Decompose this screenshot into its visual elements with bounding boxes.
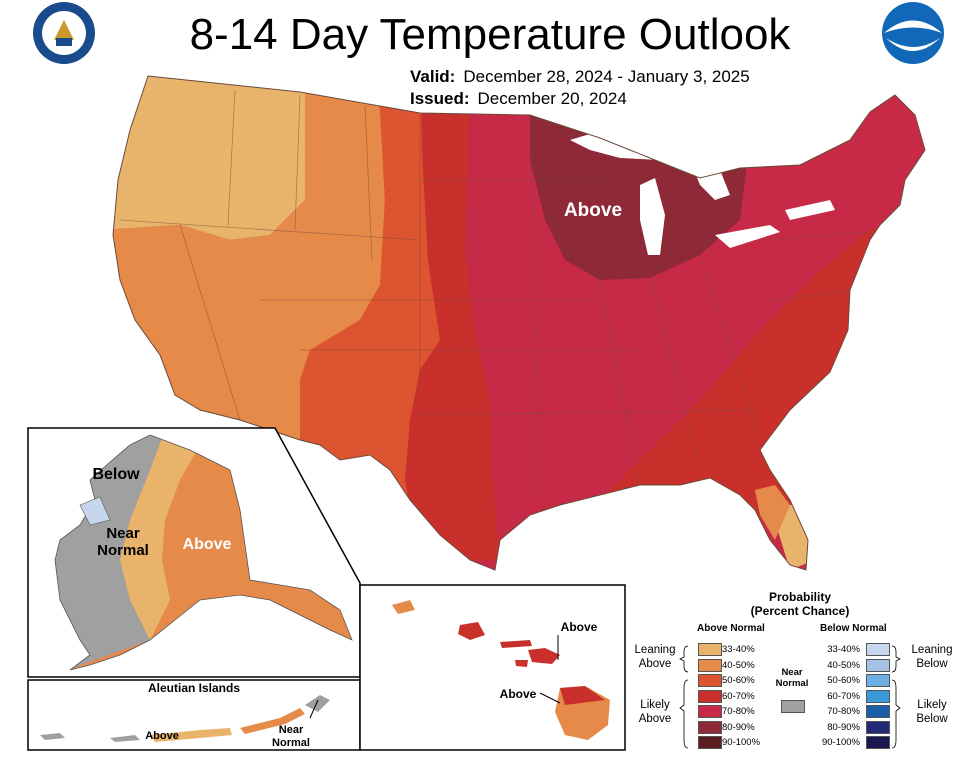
legend-above-swatch <box>698 674 722 687</box>
aleutian-islands <box>40 695 330 742</box>
legend-brackets <box>679 645 901 749</box>
noaa-logo-icon <box>882 2 944 64</box>
near-normal-label: Near Normal <box>772 667 812 689</box>
legend-below-row: 40-50% <box>818 658 890 672</box>
aleutian-title: Aleutian Islands <box>148 681 240 695</box>
legend-below-row: 50-60% <box>818 674 890 687</box>
legend-above-swatch <box>698 689 722 703</box>
conus-above-label: Above <box>564 200 622 221</box>
legend-above-row: 80-90% <box>692 720 764 734</box>
legend-above-swatch <box>698 720 722 734</box>
alaska-near-label-1: Near <box>106 525 140 542</box>
issued-line: Issued: December 20, 2024 <box>410 89 627 109</box>
page-title: 8-14 Day Temperature Outlook <box>189 10 791 59</box>
legend-above-row: 40-50% <box>692 658 764 672</box>
leaning-above-1: Leaning <box>634 644 676 656</box>
legend-above-range: 33-40% <box>722 644 755 655</box>
alaska-above-label: Above <box>183 536 232 553</box>
likely-above-label: Likely Above <box>630 698 680 726</box>
leaning-below-label: Leaning Below <box>904 643 960 671</box>
legend-above-swatch <box>698 705 722 718</box>
great-lakes <box>570 128 835 255</box>
legend-below-range: 70-80% <box>827 706 860 717</box>
legend-below-row: 60-70% <box>818 689 890 703</box>
aleutian-near-label-2: Normal <box>272 737 310 749</box>
legend-below-header: Below Normal <box>820 623 887 634</box>
hawaii-above-label-1: Above <box>561 620 598 634</box>
legend-below-swatch <box>866 643 890 656</box>
legend-above-row: 90-100% <box>692 736 764 749</box>
legend-below-row: 33-40% <box>818 643 890 656</box>
legend-below-swatch <box>866 658 890 672</box>
legend-above-swatch <box>698 736 722 749</box>
legend-below-row: 80-90% <box>818 720 890 734</box>
legend-above-range: 80-90% <box>722 721 755 733</box>
valid-line: Valid: December 28, 2024 - January 3, 202… <box>410 67 750 87</box>
legend-above-range: 50-60% <box>722 675 755 686</box>
legend-above-swatch <box>698 658 722 672</box>
near-normal-1: Near <box>781 667 803 678</box>
legend-below-range: 40-50% <box>827 659 860 671</box>
legend-above-row: 60-70% <box>692 689 764 703</box>
legend-below-row: 70-80% <box>818 705 890 718</box>
legend-title-2: (Percent Chance) <box>750 604 850 618</box>
legend-below-range: 90-100% <box>821 737 860 748</box>
legend-above-row: 50-60% <box>692 674 764 687</box>
likely-above-2: Above <box>638 713 672 725</box>
leaning-below-1: Leaning <box>911 644 953 656</box>
likely-above-1: Likely <box>640 699 670 711</box>
leaning-above-label: Leaning Above <box>630 643 680 671</box>
near-normal-swatch <box>781 700 805 713</box>
legend-below-swatch <box>866 705 890 718</box>
legend-above-header: Above Normal <box>697 623 765 634</box>
legend-below-range: 50-60% <box>827 675 860 686</box>
legend-below-swatch <box>866 736 890 749</box>
legend-above-row: 33-40% <box>692 643 764 656</box>
legend-above-range: 90-100% <box>722 737 761 748</box>
hawaii-islands <box>392 600 610 740</box>
issued-label: Issued: <box>410 89 470 108</box>
legend-below-swatch <box>866 720 890 734</box>
likely-below-label: Likely Below <box>904 698 960 726</box>
legend-above-range: 60-70% <box>722 690 755 702</box>
legend-above-swatch <box>698 643 722 656</box>
legend-above-range: 40-50% <box>722 659 755 671</box>
legend-below-range: 80-90% <box>827 721 860 733</box>
legend-below-row: 90-100% <box>818 736 890 749</box>
alaska-below-label: Below <box>92 466 140 483</box>
likely-below-2: Below <box>916 713 948 725</box>
legend-above-range: 70-80% <box>722 706 755 717</box>
department-of-commerce-seal-icon <box>33 2 95 64</box>
valid-label: Valid: <box>410 67 456 86</box>
aleutian-above-label: Above <box>145 730 179 742</box>
alaska-near-label-2: Normal <box>97 542 149 559</box>
aleutian-near-label-1: Near <box>279 724 304 736</box>
legend-below-range: 60-70% <box>827 690 860 702</box>
leaning-above-2: Above <box>638 658 672 670</box>
legend-above-row: 70-80% <box>692 705 764 718</box>
valid-value: December 28, 2024 - January 3, 2025 <box>463 67 750 86</box>
leaning-below-2: Below <box>916 658 948 670</box>
issued-value: December 20, 2024 <box>477 89 627 108</box>
likely-below-1: Likely <box>917 699 947 711</box>
legend-below-swatch <box>866 674 890 687</box>
legend-below-range: 33-40% <box>827 644 860 655</box>
legend-below-swatch <box>866 689 890 703</box>
near-normal-2: Normal <box>775 678 809 689</box>
legend-title-1: Probability <box>768 590 831 604</box>
hawaii-above-label-2: Above <box>500 687 537 701</box>
